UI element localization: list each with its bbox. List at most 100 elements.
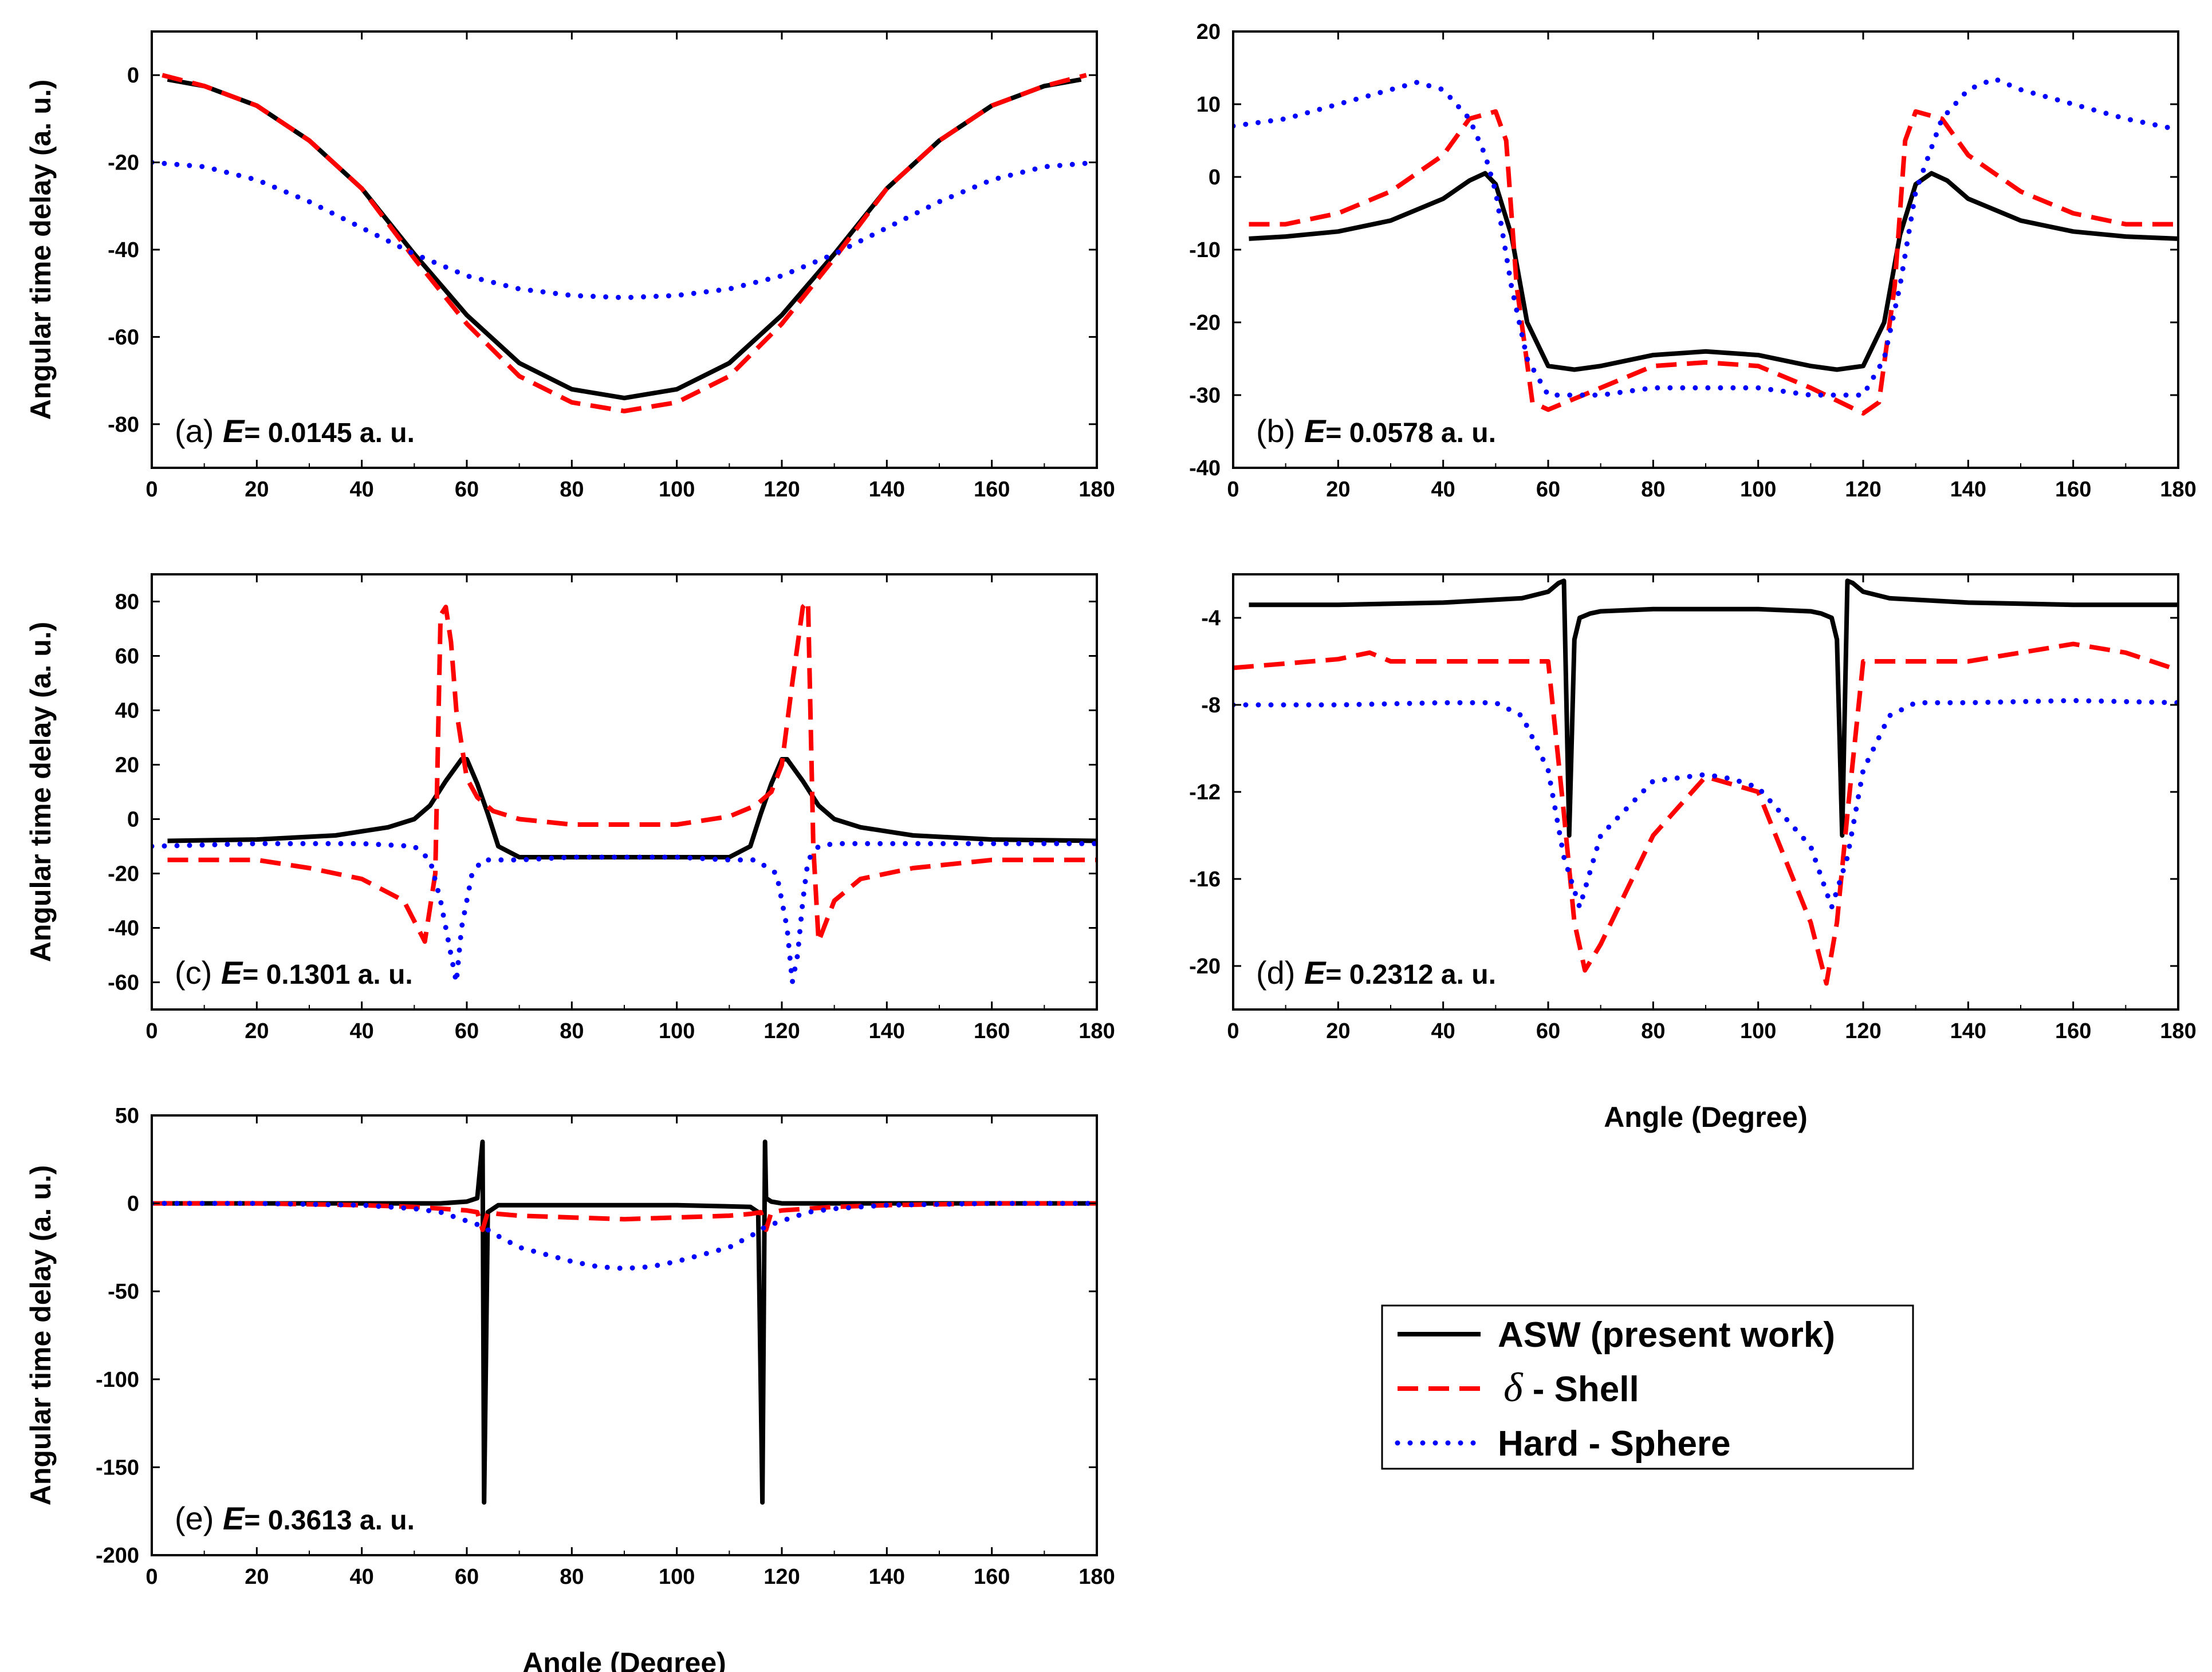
x-tick-label-c: 120 — [763, 1019, 800, 1043]
series-line-asw-b — [1249, 171, 2178, 372]
panel-c: 0 20 40 60 80 100 120 140 160 180 -60 -40 -20 0 20 40 60… — [25, 573, 1115, 1043]
y-tick-label-e: -50 — [108, 1280, 139, 1304]
panel-letter-e: (e) — [175, 1500, 223, 1536]
energy-value-b: = 0.0578 a. u. — [1325, 418, 1496, 448]
x-tick-label-a: 40 — [350, 478, 374, 502]
panel-a: 0 20 40 60 80 100 120 140 160 180 -80 -60 -40 -20 0 Ang… — [25, 30, 1115, 502]
y-tick-label-b: 0 — [1209, 165, 1221, 190]
x-tick-label-d: 180 — [2160, 1019, 2196, 1043]
y-tick-label-c: -60 — [108, 971, 139, 995]
x-tick-label-b: 140 — [1950, 478, 1986, 502]
y-tick-label-b: -10 — [1189, 238, 1221, 262]
x-tick-label-b: 60 — [1536, 478, 1560, 502]
x-tick-label-c: 0 — [145, 1019, 158, 1043]
x-tick-label-b: 0 — [1227, 478, 1239, 502]
y-tick-label-e: 0 — [127, 1192, 139, 1216]
panel-letter-c: (c) — [175, 955, 221, 991]
y-tick-label-b: -30 — [1189, 384, 1221, 408]
x-tick-label-a: 140 — [869, 478, 905, 502]
energy-value-a: = 0.0145 a. u. — [244, 418, 415, 448]
x-tick-label-b: 40 — [1431, 478, 1455, 502]
x-tick-label-e: 160 — [974, 1565, 1010, 1589]
y-tick-label-d: -20 — [1189, 955, 1221, 979]
x-tick-label-d: 40 — [1431, 1019, 1455, 1043]
series-group-d — [1233, 578, 2178, 986]
x-tick-label-e: 40 — [350, 1565, 374, 1589]
x-tick-label-c: 180 — [1079, 1019, 1115, 1043]
panel-letter-a: (a) — [175, 413, 223, 449]
panel-letter-b: (b) — [1256, 413, 1304, 449]
y-tick-label-b: -20 — [1189, 311, 1221, 335]
panel-label-c: (c) E= 0.1301 a. u. — [175, 955, 413, 991]
panel-label-e: (e) E= 0.3613 a. u. — [175, 1500, 415, 1536]
x-tick-label-a: 160 — [974, 478, 1010, 502]
y-tick-label-a: -40 — [108, 238, 139, 262]
panel-e: 0 20 40 60 80 100 120 140 160 180 -200 -150 -100 -50 0… — [25, 1104, 1115, 1672]
x-tick-label-a: 20 — [245, 478, 269, 502]
panel-label-d: (d) E= 0.2312 a. u. — [1256, 955, 1496, 991]
x-tick-label-d: 140 — [1950, 1019, 1986, 1043]
x-tick-label-c: 80 — [560, 1019, 584, 1043]
x-tick-label-a: 60 — [455, 478, 479, 502]
y-tick-label-c: 20 — [115, 754, 139, 778]
panel-b: 0 20 40 60 80 100 120 140 160 180 -40 -30 -20 -10 0 10 2… — [1189, 20, 2197, 502]
x-tick-label-e: 20 — [245, 1565, 269, 1589]
x-tick-label-a: 0 — [145, 478, 158, 502]
legend-label-asw: ASW (present work) — [1498, 1315, 1835, 1355]
x-tick-label-d: 0 — [1227, 1019, 1239, 1043]
y-tick-label-d: -4 — [1201, 606, 1221, 630]
energy-value-c: = 0.1301 a. u. — [242, 960, 413, 990]
panel-d: 0 20 40 60 80 100 120 140 160 180 -20 -16 -12 -8 -4 Ang… — [1189, 573, 2197, 1133]
y-tick-label-b: 20 — [1196, 20, 1221, 44]
y-axis-title-a: Angular time delay (a. u.) — [25, 80, 57, 420]
x-tick-label-e: 180 — [1079, 1565, 1115, 1589]
x-tick-label-c: 160 — [974, 1019, 1010, 1043]
series-line-asw-c — [167, 757, 1097, 859]
y-tick-label-e: -200 — [96, 1544, 139, 1568]
series-line-asw-e — [162, 1139, 1087, 1505]
series-group-a — [152, 73, 1097, 413]
x-tick-label-a: 80 — [560, 478, 584, 502]
x-tick-label-d: 160 — [2055, 1019, 2091, 1043]
series-line-delta-d — [1233, 641, 2178, 986]
energy-value-e: = 0.3613 a. u. — [244, 1505, 415, 1536]
y-tick-label-e: -150 — [96, 1456, 139, 1480]
x-tick-label-e: 140 — [869, 1565, 905, 1589]
y-tick-label-e: -100 — [96, 1368, 139, 1392]
y-tick-label-c: 40 — [115, 699, 139, 723]
y-tick-label-c: 60 — [115, 645, 139, 669]
x-tick-label-e: 100 — [659, 1565, 695, 1589]
x-tick-label-a: 180 — [1079, 478, 1115, 502]
x-tick-label-c: 100 — [659, 1019, 695, 1043]
series-line-delta-a — [162, 73, 1087, 413]
x-tick-label-b: 180 — [2160, 478, 2196, 502]
x-tick-label-d: 100 — [1740, 1019, 1776, 1043]
series-group-c — [152, 599, 1097, 985]
y-tick-label-a: -60 — [108, 325, 139, 349]
series-line-hard-b — [1233, 76, 2178, 398]
energy-symbol-c: E — [221, 955, 243, 991]
legend-label-delta-shell: δ - Shell — [1503, 1365, 1639, 1410]
x-tick-label-b: 100 — [1740, 478, 1776, 502]
panel-label-b: (b) E= 0.0578 a. u. — [1256, 413, 1496, 449]
x-tick-label-a: 100 — [659, 478, 695, 502]
y-tick-label-d: -16 — [1189, 867, 1221, 892]
series-line-delta-c — [167, 599, 1097, 944]
x-tick-label-c: 20 — [245, 1019, 269, 1043]
y-tick-label-d: -8 — [1201, 693, 1221, 717]
x-tick-label-b: 80 — [1641, 478, 1665, 502]
series-line-hard-c — [152, 841, 1097, 985]
y-axis-title-e: Angular time delay (a. u.) — [25, 1165, 57, 1506]
series-group-b — [1233, 76, 2178, 416]
panel-letter-d: (d) — [1256, 955, 1304, 991]
y-tick-label-a: -20 — [108, 151, 139, 175]
x-tick-label-d: 20 — [1326, 1019, 1350, 1043]
y-tick-label-d: -12 — [1189, 780, 1221, 805]
x-tick-label-a: 120 — [763, 478, 800, 502]
legend-delta-text: - Shell — [1522, 1370, 1639, 1409]
x-tick-label-c: 40 — [350, 1019, 374, 1043]
y-axis-title-c: Angular time delay (a. u.) — [25, 622, 57, 963]
x-tick-label-d: 60 — [1536, 1019, 1560, 1043]
series-line-delta-e — [152, 1201, 1097, 1232]
